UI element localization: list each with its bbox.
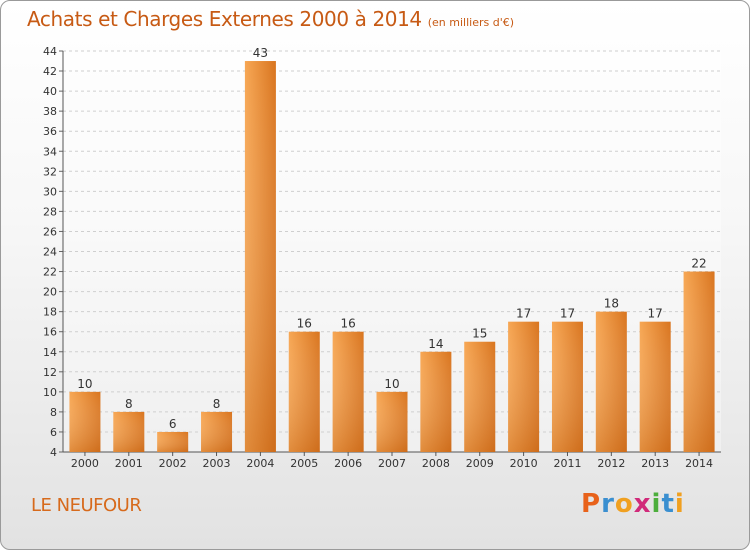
logo-letter: i [651, 489, 662, 519]
bar-shade [157, 431, 189, 452]
bar-shade [201, 411, 233, 452]
y-tick-label: 14 [43, 346, 57, 359]
x-tick-label: 2006 [334, 457, 362, 470]
x-tick-label: 2001 [115, 457, 143, 470]
y-tick-label: 28 [43, 205, 57, 218]
logo-letter: P [581, 489, 602, 519]
x-tick-label: 2004 [246, 457, 274, 470]
x-tick-label: 2011 [553, 457, 581, 470]
bar-shade [420, 351, 452, 452]
logo-letter: t [661, 489, 675, 519]
bar-shade [639, 321, 671, 452]
bar-value-label: 17 [648, 307, 663, 321]
bar-value-label: 8 [213, 397, 221, 411]
x-tick-label: 2003 [203, 457, 231, 470]
bar-value-label: 10 [384, 377, 399, 391]
chart-title: Achats et Charges Externes 2000 à 2014 (e… [27, 7, 514, 31]
bar-shade [69, 391, 101, 452]
y-tick-label: 30 [43, 185, 57, 198]
x-tick-label: 2007 [378, 457, 406, 470]
y-tick-label: 36 [43, 125, 57, 138]
x-tick-label: 2013 [641, 457, 669, 470]
bar-shade [113, 411, 145, 452]
bar-shade [244, 61, 276, 453]
bar-value-label: 43 [253, 46, 268, 60]
chart-title-text: Achats et Charges Externes 2000 à 2014 [27, 7, 422, 31]
logo-letter: x [633, 489, 652, 519]
y-tick-label: 22 [43, 266, 57, 279]
x-tick-label: 2009 [466, 457, 494, 470]
x-tick-label: 2002 [159, 457, 187, 470]
logo-letter: i [674, 489, 685, 519]
logo-letter: r [601, 489, 615, 519]
y-tick-label: 34 [43, 145, 57, 158]
y-tick-label: 20 [43, 286, 57, 299]
bar-value-label: 10 [77, 377, 92, 391]
bar-value-label: 14 [428, 337, 443, 351]
bar-value-label: 18 [604, 297, 619, 311]
y-tick-label: 4 [50, 446, 57, 459]
bar-shade [508, 321, 540, 452]
bar-value-label: 16 [340, 317, 355, 331]
bar-shade [376, 391, 408, 452]
bar-value-label: 17 [516, 307, 531, 321]
y-tick-label: 6 [50, 426, 57, 439]
x-tick-label: 2008 [422, 457, 450, 470]
bar-value-label: 17 [560, 307, 575, 321]
logo-letter: o [614, 489, 634, 519]
city-name: LE NEUFOUR [31, 495, 142, 516]
y-tick-label: 42 [43, 65, 57, 78]
bar-shade [683, 271, 715, 452]
chart-unit: (en milliers d'€) [427, 16, 515, 29]
y-tick-label: 38 [43, 105, 57, 118]
y-tick-label: 40 [43, 85, 57, 98]
bar-shade [332, 331, 364, 452]
x-tick-label: 2000 [71, 457, 99, 470]
bar-value-label: 22 [691, 257, 706, 271]
y-tick-label: 24 [43, 246, 57, 259]
proxiti-logo: Proxiti [581, 489, 685, 519]
y-tick-label: 26 [43, 225, 57, 238]
bar-shade [464, 341, 496, 452]
y-tick-label: 12 [43, 366, 57, 379]
bar-value-label: 8 [125, 397, 133, 411]
y-tick-label: 44 [43, 45, 57, 58]
bar-shade [551, 321, 583, 452]
x-tick-label: 2005 [290, 457, 318, 470]
bar-shade [288, 331, 320, 452]
y-tick-label: 18 [43, 306, 57, 319]
y-tick-label: 10 [43, 386, 57, 399]
bar-value-label: 16 [297, 317, 312, 331]
x-tick-label: 2010 [510, 457, 538, 470]
bar-value-label: 15 [472, 327, 487, 341]
y-tick-label: 8 [50, 406, 57, 419]
x-tick-label: 2012 [597, 457, 625, 470]
x-tick-label: 2014 [685, 457, 713, 470]
y-tick-label: 32 [43, 165, 57, 178]
bar-value-label: 6 [169, 417, 177, 431]
y-tick-label: 16 [43, 326, 57, 339]
bar-shade [595, 311, 627, 452]
